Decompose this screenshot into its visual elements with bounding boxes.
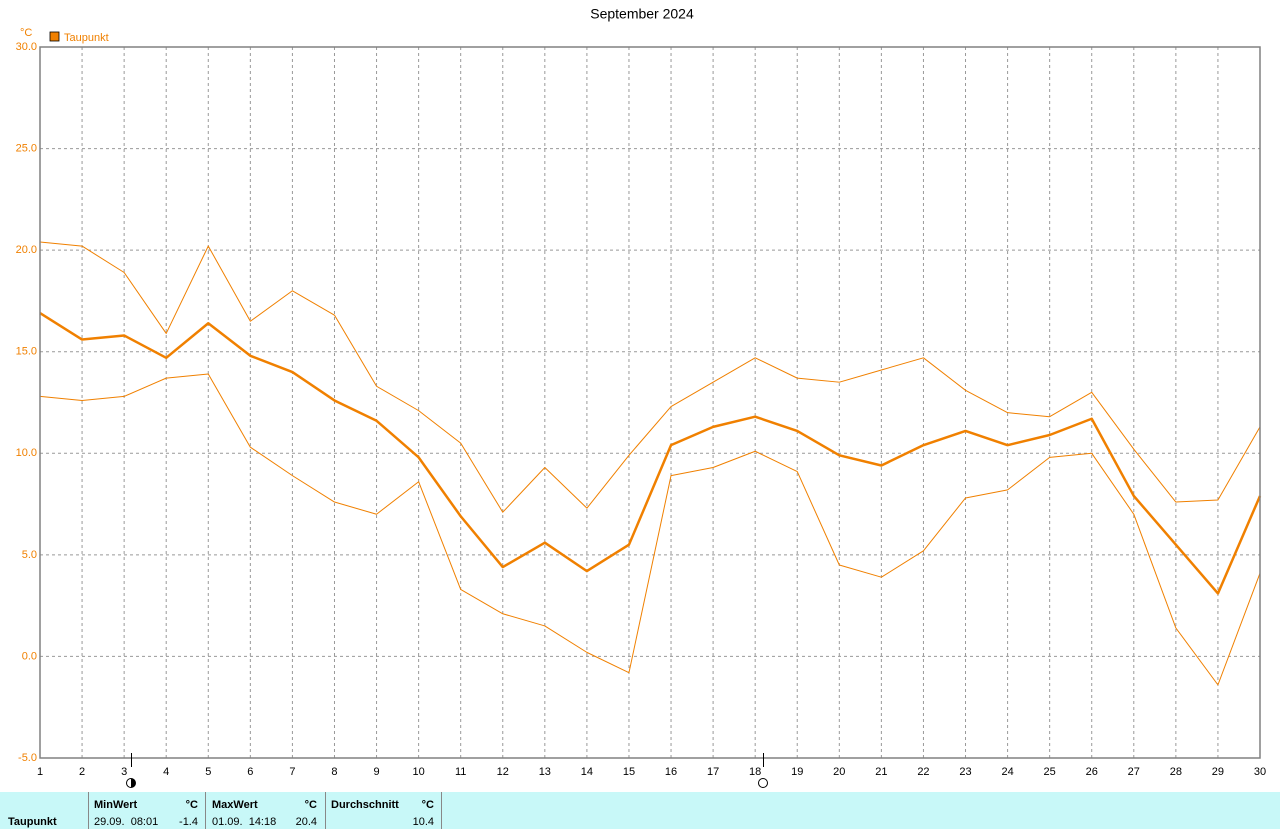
y-tick-label: -5.0 bbox=[18, 752, 37, 764]
stats-unit: °C bbox=[305, 799, 317, 811]
x-tick-label: 1 bbox=[37, 766, 43, 778]
y-tick-label: 30.0 bbox=[16, 41, 37, 53]
stats-panel bbox=[0, 792, 1280, 829]
stats-value: -1.4 bbox=[179, 816, 198, 828]
stats-header: MaxWert bbox=[212, 799, 258, 811]
x-tick-label: 6 bbox=[247, 766, 253, 778]
x-tick-label: 3 bbox=[121, 766, 127, 778]
x-tick-label: 15 bbox=[623, 766, 635, 778]
chart-title: September 2024 bbox=[590, 6, 694, 22]
stats-time: 29.09. 08:01 bbox=[94, 816, 158, 828]
x-tick-label: 12 bbox=[497, 766, 509, 778]
x-tick-label: 4 bbox=[163, 766, 169, 778]
x-tick-label: 11 bbox=[455, 766, 466, 778]
stats-value: 10.4 bbox=[413, 816, 434, 828]
x-tick-label: 18 bbox=[749, 766, 761, 778]
x-tick-label: 21 bbox=[875, 766, 887, 778]
y-tick-label: 10.0 bbox=[16, 447, 37, 459]
y-tick-label: 0.0 bbox=[22, 650, 37, 662]
y-tick-label: 20.0 bbox=[16, 244, 37, 256]
stats-value: 20.4 bbox=[296, 816, 317, 828]
x-tick-label: 25 bbox=[1044, 766, 1056, 778]
x-tick-label: 24 bbox=[1001, 766, 1013, 778]
x-tick-label: 28 bbox=[1170, 766, 1182, 778]
stats-unit: °C bbox=[186, 799, 198, 811]
x-tick-label: 23 bbox=[959, 766, 971, 778]
x-tick-label: 26 bbox=[1086, 766, 1098, 778]
lines bbox=[39, 241, 1262, 686]
x-tick-label: 17 bbox=[707, 766, 719, 778]
x-tick-label: 16 bbox=[665, 766, 677, 778]
plot-frame bbox=[39, 46, 1261, 759]
x-tick-label: 22 bbox=[917, 766, 929, 778]
moon-icon-half bbox=[131, 778, 136, 788]
stats-unit: °C bbox=[422, 799, 434, 811]
x-tick-label: 2 bbox=[79, 766, 85, 778]
stats-time: 01.09. 14:18 bbox=[212, 816, 276, 828]
legend-label: Taupunkt bbox=[64, 32, 109, 44]
y-tick-label: 5.0 bbox=[22, 549, 37, 561]
legend-swatch bbox=[49, 31, 60, 42]
stats-row-label: Taupunkt bbox=[8, 816, 57, 828]
x-tick-label: 9 bbox=[373, 766, 379, 778]
x-tick-label: 8 bbox=[331, 766, 337, 778]
x-tick-label: 14 bbox=[581, 766, 593, 778]
range-line bbox=[39, 373, 1261, 686]
grid bbox=[39, 46, 1261, 759]
x-tick-label: 10 bbox=[412, 766, 424, 778]
stats-header: Durchschnitt bbox=[331, 799, 399, 811]
x-tick-label: 27 bbox=[1128, 766, 1140, 778]
x-tick-label: 19 bbox=[791, 766, 803, 778]
x-tick-label: 30 bbox=[1254, 766, 1266, 778]
x-tick-label: 5 bbox=[205, 766, 211, 778]
stats-header: MinWert bbox=[94, 799, 138, 811]
moon-icon bbox=[758, 778, 768, 788]
range-line bbox=[39, 241, 1261, 513]
x-tick-label: 7 bbox=[289, 766, 295, 778]
y-tick-label: 25.0 bbox=[16, 142, 37, 154]
stats-separators bbox=[88, 792, 442, 829]
y-unit: °C bbox=[20, 27, 32, 39]
x-tick-label: 29 bbox=[1212, 766, 1224, 778]
x-tick-label: 13 bbox=[539, 766, 551, 778]
series-line bbox=[39, 312, 1262, 595]
y-tick-label: 15.0 bbox=[16, 346, 37, 358]
x-tick-label: 20 bbox=[833, 766, 845, 778]
